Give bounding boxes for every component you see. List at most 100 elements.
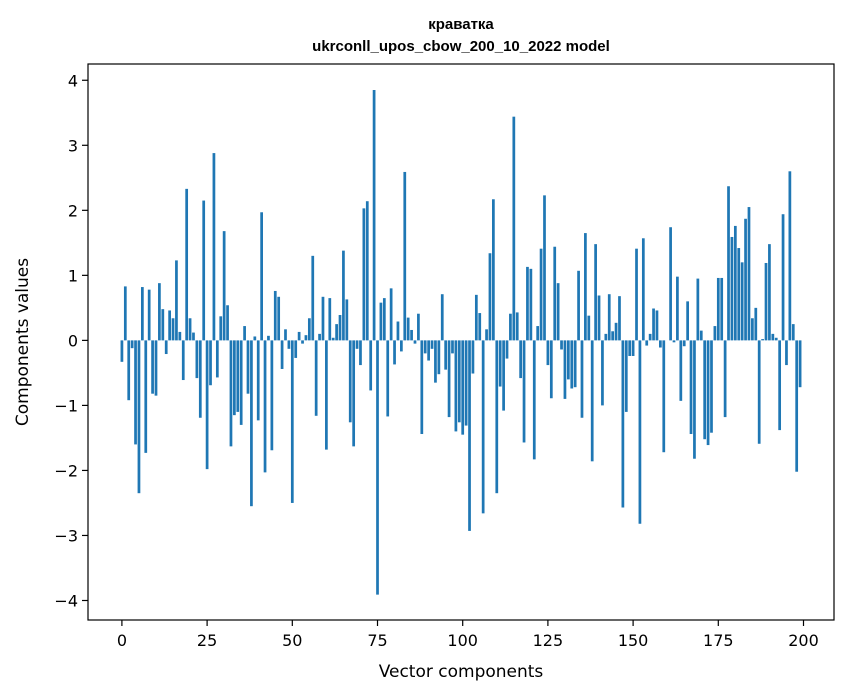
bar-180 <box>733 225 737 341</box>
bar-144 <box>611 331 615 341</box>
bar-52 <box>297 331 301 341</box>
bar-122 <box>536 326 540 341</box>
bar-127 <box>553 246 557 341</box>
bar-18 <box>181 340 185 381</box>
y-tick-label-2: 2 <box>68 201 78 220</box>
bar-0 <box>120 340 124 362</box>
bar-50 <box>290 340 294 503</box>
bar-171 <box>703 340 707 440</box>
bar-168 <box>693 340 696 459</box>
bar-135 <box>580 340 584 418</box>
y-tick-label--1: −1 <box>54 396 78 415</box>
y-axis-ticks: −4 −3 −2 −1 0 1 2 3 4 <box>54 71 88 610</box>
bar-89 <box>423 340 427 354</box>
bar-141 <box>601 340 604 406</box>
bar-165 <box>682 340 686 347</box>
bar-78 <box>386 340 390 417</box>
bar-170 <box>699 330 703 341</box>
chart-title-line-1: краватка <box>428 16 494 33</box>
bars-group <box>120 90 802 595</box>
bar-151 <box>635 248 638 341</box>
y-tick-label-0: 0 <box>68 331 78 350</box>
bar-44 <box>270 340 274 451</box>
bar-194 <box>781 214 785 341</box>
bar-115 <box>512 116 516 341</box>
bar-184 <box>747 207 751 341</box>
bar-156 <box>652 308 655 341</box>
bar-125 <box>546 340 550 366</box>
bar-68 <box>352 340 356 447</box>
bar-47 <box>280 340 284 369</box>
bar-8 <box>147 289 151 341</box>
bar-37 <box>246 340 250 394</box>
bar-81 <box>396 321 400 341</box>
bar-1 <box>123 286 127 341</box>
bar-22 <box>195 340 199 379</box>
bar-193 <box>778 340 782 431</box>
bar-147 <box>621 340 625 508</box>
bar-108 <box>488 253 492 341</box>
x-axis-label: Vector components <box>379 662 544 682</box>
bar-175 <box>716 277 720 341</box>
bar-119 <box>526 266 529 341</box>
bar-158 <box>659 340 662 348</box>
bar-116 <box>515 312 519 341</box>
bar-98 <box>454 340 458 432</box>
bar-169 <box>696 278 700 341</box>
bar-19 <box>185 188 189 341</box>
bar-46 <box>277 296 281 341</box>
bar-42 <box>263 340 267 473</box>
bar-17 <box>178 331 182 341</box>
bar-128 <box>556 283 560 341</box>
bar-29 <box>219 316 223 341</box>
bar-145 <box>614 322 618 341</box>
bar-118 <box>522 340 526 443</box>
bar-92 <box>434 340 437 383</box>
bar-123 <box>539 248 543 341</box>
bar-51 <box>294 340 298 358</box>
bar-2 <box>127 340 131 401</box>
bar-179 <box>730 236 734 341</box>
bar-120 <box>529 268 533 341</box>
bar-32 <box>229 340 233 447</box>
x-tick-label-0: 0 <box>117 631 127 650</box>
bar-112 <box>502 340 505 411</box>
bar-106 <box>481 340 485 514</box>
bar-196 <box>788 171 792 341</box>
bar-182 <box>740 262 744 341</box>
bar-67 <box>348 340 352 423</box>
bar-177 <box>723 340 727 418</box>
bar-15 <box>171 318 175 341</box>
bar-163 <box>676 276 679 341</box>
bar-59 <box>321 296 325 341</box>
bar-149 <box>628 340 632 356</box>
bar-90 <box>427 340 430 361</box>
bar-61 <box>328 298 332 341</box>
bar-173 <box>710 340 713 433</box>
bar-24 <box>202 200 206 341</box>
bar-198 <box>795 340 799 472</box>
bar-101 <box>464 340 468 426</box>
bar-142 <box>604 333 608 341</box>
bar-45 <box>273 290 277 341</box>
bar-4 <box>134 340 137 445</box>
bar-30 <box>222 231 226 341</box>
bar-187 <box>757 340 761 444</box>
bar-53 <box>301 340 304 344</box>
bar-104 <box>474 294 478 341</box>
bar-58 <box>318 333 321 341</box>
bar-60 <box>325 340 328 450</box>
bar-192 <box>774 337 778 341</box>
bar-16 <box>175 260 178 341</box>
bar-167 <box>689 340 693 435</box>
bar-103 <box>471 340 475 374</box>
bar-6 <box>140 287 144 341</box>
bar-3 <box>130 340 134 349</box>
bar-166 <box>686 301 689 341</box>
bar-178 <box>727 186 730 341</box>
bar-197 <box>791 324 795 341</box>
bar-31 <box>226 305 229 341</box>
bar-155 <box>648 333 652 341</box>
bar-136 <box>584 233 587 341</box>
